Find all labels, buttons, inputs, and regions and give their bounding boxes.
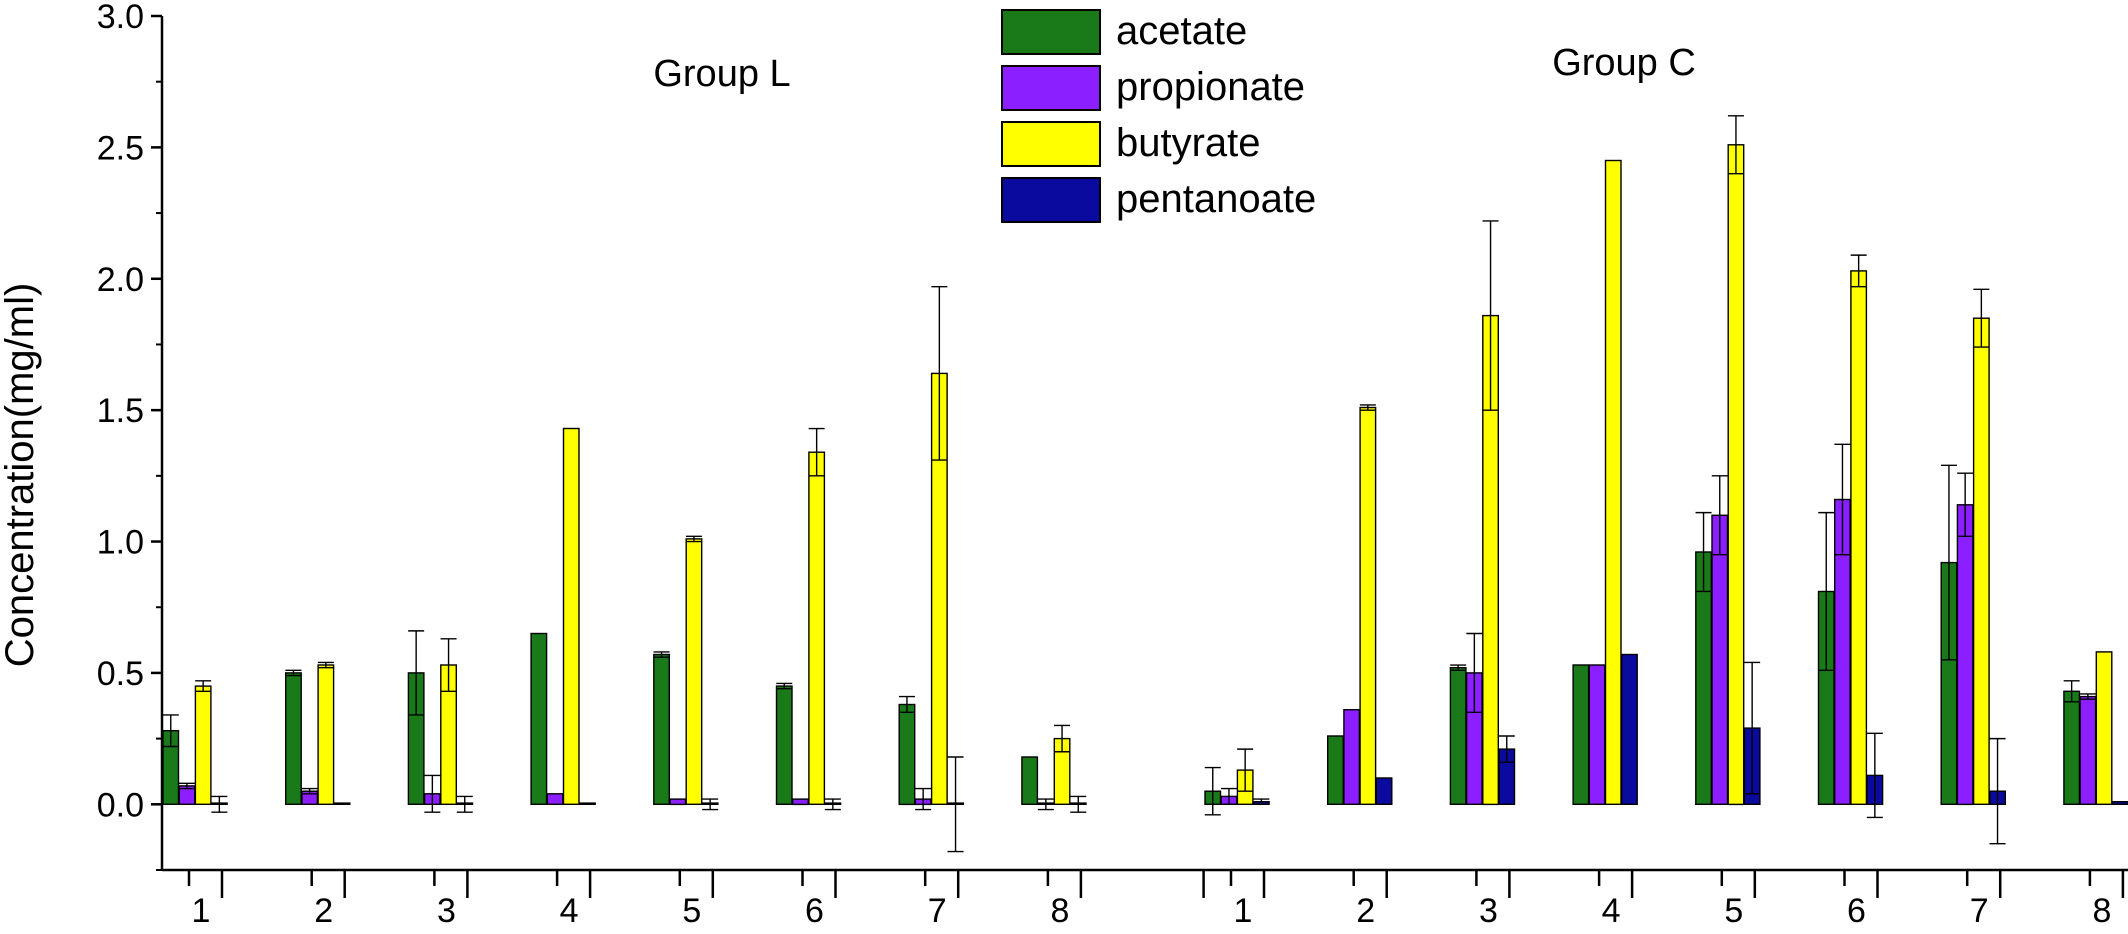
bar-group-l-2-acetate — [285, 672, 302, 806]
bar-group-l-6-propionate — [792, 798, 809, 806]
group-label-group-c: Group C — [1552, 42, 1696, 84]
bar-group-c-8-pentanoate — [2111, 801, 2128, 806]
y-tick-label: 1.0 — [97, 524, 144, 562]
y-tick-label: 0.0 — [97, 786, 144, 824]
x-tick-label: 5 — [682, 892, 701, 930]
y-tick-label: 1.5 — [97, 392, 144, 430]
bar-group-c-2-butyrate — [1359, 406, 1377, 805]
bar-group-c-2-acetate — [1326, 735, 1344, 806]
legend-label-propionate: propionate — [1116, 65, 1305, 109]
bar-group-c-8-butyrate — [2095, 651, 2113, 806]
y-tick-label: 2.5 — [97, 129, 144, 167]
bar-group-l-4-pentanoate — [579, 802, 596, 805]
x-tick-label: 5 — [1724, 892, 1743, 930]
group-label-group-l: Group L — [653, 53, 790, 95]
bars-layer — [162, 115, 2128, 853]
x-tick-label: 6 — [805, 892, 824, 930]
bar-group-c-4-pentanoate — [1620, 653, 1638, 806]
bar-group-c-5-butyrate — [1727, 144, 1745, 806]
legend-label-acetate: acetate — [1116, 9, 1247, 53]
x-tick-label: 6 — [1847, 892, 1866, 930]
bar-group-l-6-acetate — [775, 685, 793, 805]
bar-group-c-7-propionate — [1956, 504, 1974, 806]
x-tick-label: 4 — [1602, 892, 1621, 930]
y-tick-label: 2.0 — [97, 261, 144, 299]
legend-swatch-propionate — [1001, 65, 1101, 111]
bar-group-l-4-propionate — [546, 793, 564, 805]
bar-group-c-5-propionate — [1711, 514, 1729, 805]
x-tick-label: 7 — [1970, 892, 1989, 930]
legend-swatch-acetate — [1001, 9, 1101, 55]
legend-label-butyrate: butyrate — [1116, 121, 1261, 165]
bar-group-c-7-butyrate — [1972, 317, 1990, 806]
bar-group-l-5-butyrate — [685, 538, 703, 806]
bar-group-c-3-acetate — [1449, 667, 1467, 806]
legend-swatch-butyrate — [1001, 121, 1101, 167]
bar-group-l-4-acetate — [530, 632, 548, 806]
x-tick-label: 8 — [2092, 892, 2111, 930]
bar-group-c-6-butyrate — [1850, 270, 1868, 806]
y-tick-label: 0.5 — [97, 655, 144, 693]
axes-layer: 0.0 0.5 1.0 1.5 2.0 2.5 3.0 1 2 3 4 5 6 7 8 1 2 3 4 5 6 7 8 Gro… — [97, 0, 2128, 930]
bar-group-l-2-butyrate — [317, 664, 335, 806]
x-tick-label: 3 — [1479, 892, 1498, 930]
x-tick-label: 4 — [560, 892, 579, 930]
bar-group-l-5-acetate — [653, 653, 670, 806]
bar-group-l-1-butyrate — [194, 685, 212, 805]
y-axis-title: Concentration(mg/ml) — [0, 283, 42, 668]
y-tick-label: 3.0 — [97, 0, 144, 36]
legend: acetate propionate butyrate pentanoate — [1001, 9, 1316, 223]
bar-group-l-2-pentanoate — [333, 802, 351, 805]
legend-label-pentanoate: pentanoate — [1116, 177, 1316, 221]
bar-group-l-5-propionate — [669, 798, 687, 806]
x-tick-label: 1 — [1234, 892, 1253, 930]
x-tick-label: 8 — [1050, 892, 1069, 930]
legend-swatch-pentanoate — [1001, 177, 1101, 223]
x-tick-label: 7 — [928, 892, 947, 930]
bar-group-l-7-acetate — [898, 703, 916, 806]
x-tick-label: 1 — [192, 892, 211, 930]
x-tick-label: 2 — [1356, 892, 1375, 930]
bar-group-c-4-butyrate — [1604, 159, 1622, 805]
bar-group-l-6-butyrate — [808, 451, 826, 806]
bar-group-c-2-propionate — [1343, 709, 1361, 806]
bar-group-c-4-propionate — [1588, 664, 1606, 806]
bar-group-c-4-acetate — [1572, 664, 1590, 806]
bar-group-l-4-butyrate — [562, 427, 580, 805]
bar-group-c-8-acetate — [2063, 690, 2081, 805]
bar-group-l-8-acetate — [1021, 756, 1039, 805]
bar-group-c-2-pentanoate — [1375, 777, 1393, 805]
x-tick-label: 3 — [437, 892, 456, 930]
bar-group-c-8-propionate — [2079, 695, 2097, 805]
x-tick-label: 2 — [314, 892, 333, 930]
